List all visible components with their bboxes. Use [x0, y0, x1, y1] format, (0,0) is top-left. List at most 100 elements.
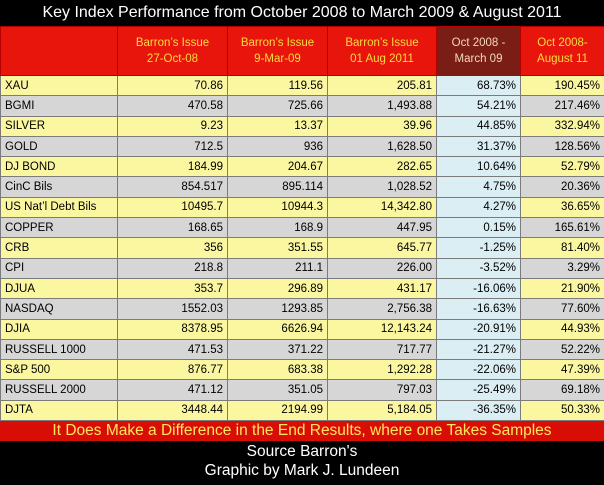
percent-change-cell: 81.40% — [520, 237, 604, 259]
percent-change-cell: -1.25% — [436, 237, 521, 259]
value-cell: 218.8 — [117, 257, 228, 279]
value-cell: 936 — [227, 135, 328, 158]
percent-change-cell: -20.91% — [436, 318, 521, 340]
value-cell: 70.86 — [117, 74, 228, 97]
percent-change-cell: 20.36% — [520, 176, 604, 198]
table-row: US Nat’l Debt Bils 10495.7 10944.3 14,342.8… — [0, 196, 604, 219]
percent-change-cell: 47.39% — [520, 359, 604, 381]
value-cell: 895.114 — [227, 176, 328, 198]
value-cell: 717.77 — [327, 338, 437, 361]
value-cell: 10944.3 — [227, 196, 328, 219]
percent-change-cell: -25.49% — [436, 379, 521, 401]
column-header-line2: March 09 — [454, 53, 503, 65]
value-cell: 211.1 — [227, 257, 328, 279]
index-name-cell: RUSSELL 2000 — [0, 379, 118, 401]
source-credit: Source Barron's Graphic by Mark J. Lunde… — [0, 441, 604, 480]
source-line: Source Barron's — [246, 443, 358, 461]
table-row: COPPER 168.65 168.9 447.95 0.15% 165.61% — [0, 217, 604, 239]
column-header-5: Oct 2008- August 11 — [520, 26, 604, 76]
footer-note: It Does Make a Difference in the End Res… — [0, 421, 604, 442]
value-cell: 470.58 — [117, 95, 228, 117]
value-cell: 12,143.24 — [327, 318, 437, 340]
index-name-cell: NASDAQ — [0, 298, 118, 320]
table-row: DJTA 3448.44 2194.99 5,184.05 -36.35% 50.33% — [0, 399, 604, 422]
index-name-cell: COPPER — [0, 217, 118, 239]
column-header-line1: Barron’s Issue — [240, 37, 315, 49]
table-row: DJIA 8378.95 6626.94 12,143.24 -20.91% 44.93% — [0, 318, 604, 340]
value-cell: 854.517 — [117, 176, 228, 198]
value-cell: 39.96 — [327, 115, 437, 137]
percent-change-cell: -21.27% — [436, 338, 521, 361]
value-cell: 282.65 — [327, 156, 437, 178]
percent-change-cell: 4.27% — [436, 196, 521, 219]
index-name-cell: RUSSELL 1000 — [0, 338, 118, 361]
percent-change-cell: 165.61% — [520, 217, 604, 239]
column-header-line1: Barron’s Issue — [345, 37, 419, 49]
percent-change-cell: 190.45% — [520, 74, 604, 97]
value-cell: 184.99 — [117, 156, 228, 178]
table-row: DJUA 353.7 296.89 431.17 -16.06% 21.90% — [0, 277, 604, 300]
column-header-0 — [0, 26, 118, 76]
table-row: GOLD 712.5 936 1,628.50 31.37% 128.56% — [0, 135, 604, 158]
percent-change-cell: 332.94% — [520, 115, 604, 137]
value-cell: 9.23 — [117, 115, 228, 137]
value-cell: 431.17 — [327, 277, 437, 300]
index-name-cell: DJTA — [0, 399, 118, 422]
percent-change-cell: 0.15% — [436, 217, 521, 239]
value-cell: 1,628.50 — [327, 135, 437, 158]
percent-change-cell: 77.60% — [520, 298, 604, 320]
column-header-line1: Oct 2008- — [537, 37, 588, 49]
value-cell: 712.5 — [117, 135, 228, 158]
value-cell: 13.37 — [227, 115, 328, 137]
percent-change-cell: 217.46% — [520, 95, 604, 117]
value-cell: 356 — [117, 237, 228, 259]
percent-change-cell: 3.29% — [520, 257, 604, 279]
table-header: Barron’s Issue 27-Oct-08 Barron’s Issue 9-M… — [0, 26, 604, 76]
column-header-line2: 01 Aug 2011 — [350, 53, 414, 65]
percent-change-cell: 52.22% — [520, 338, 604, 361]
percent-change-cell: -36.35% — [436, 399, 521, 422]
value-cell: 3448.44 — [117, 399, 228, 422]
table-row: SILVER 9.23 13.37 39.96 44.85% 332.94% — [0, 115, 604, 137]
value-cell: 8378.95 — [117, 318, 228, 340]
index-name-cell: DJUA — [0, 277, 118, 300]
value-cell: 168.9 — [227, 217, 328, 239]
value-cell: 725.66 — [227, 95, 328, 117]
percent-change-cell: 69.18% — [520, 379, 604, 401]
column-header-line2: 27-Oct-08 — [146, 53, 199, 65]
percent-change-cell: -22.06% — [436, 359, 521, 381]
percent-change-cell: 50.33% — [520, 399, 604, 422]
percent-change-cell: -16.63% — [436, 298, 521, 320]
chart-title: Key Index Performance from October 2008 … — [0, 0, 604, 26]
header-row: Barron’s Issue 27-Oct-08 Barron’s Issue 9-M… — [0, 26, 604, 76]
percent-change-cell: 10.64% — [436, 156, 521, 178]
column-header-2: Barron’s Issue 9-Mar-09 — [227, 26, 328, 76]
column-header-1: Barron’s Issue 27-Oct-08 — [117, 26, 228, 76]
percent-change-cell: 128.56% — [520, 135, 604, 158]
table-row: CinC Bils 854.517 895.114 1,028.52 4.75% 20.3… — [0, 176, 604, 198]
value-cell: 119.56 — [227, 74, 328, 97]
value-cell: 797.03 — [327, 379, 437, 401]
value-cell: 168.65 — [117, 217, 228, 239]
table-row: CRB 356 351.55 645.77 -1.25% 81.40% — [0, 237, 604, 259]
value-cell: 1,028.52 — [327, 176, 437, 198]
column-header-line2: 9-Mar-09 — [254, 53, 301, 65]
value-cell: 447.95 — [327, 217, 437, 239]
table-row: RUSSELL 1000 471.53 371.22 717.77 -21.27% 52.… — [0, 338, 604, 361]
table-row: RUSSELL 2000 471.12 351.05 797.03 -25.49% 69.… — [0, 379, 604, 401]
index-name-cell: XAU — [0, 74, 118, 97]
value-cell: 226.00 — [327, 257, 437, 279]
percent-change-cell: 31.37% — [436, 135, 521, 158]
value-cell: 1293.85 — [227, 298, 328, 320]
index-name-cell: S&P 500 — [0, 359, 118, 381]
index-name-cell: DJIA — [0, 318, 118, 340]
column-header-4: Oct 2008 - March 09 — [436, 26, 521, 76]
table-row: DJ BOND 184.99 204.67 282.65 10.64% 52.79% — [0, 156, 604, 178]
value-cell: 1,292.28 — [327, 359, 437, 381]
index-name-cell: SILVER — [0, 115, 118, 137]
percent-change-cell: 36.65% — [520, 196, 604, 219]
percent-change-cell: -16.06% — [436, 277, 521, 300]
value-cell: 2,756.38 — [327, 298, 437, 320]
value-cell: 205.81 — [327, 74, 437, 97]
